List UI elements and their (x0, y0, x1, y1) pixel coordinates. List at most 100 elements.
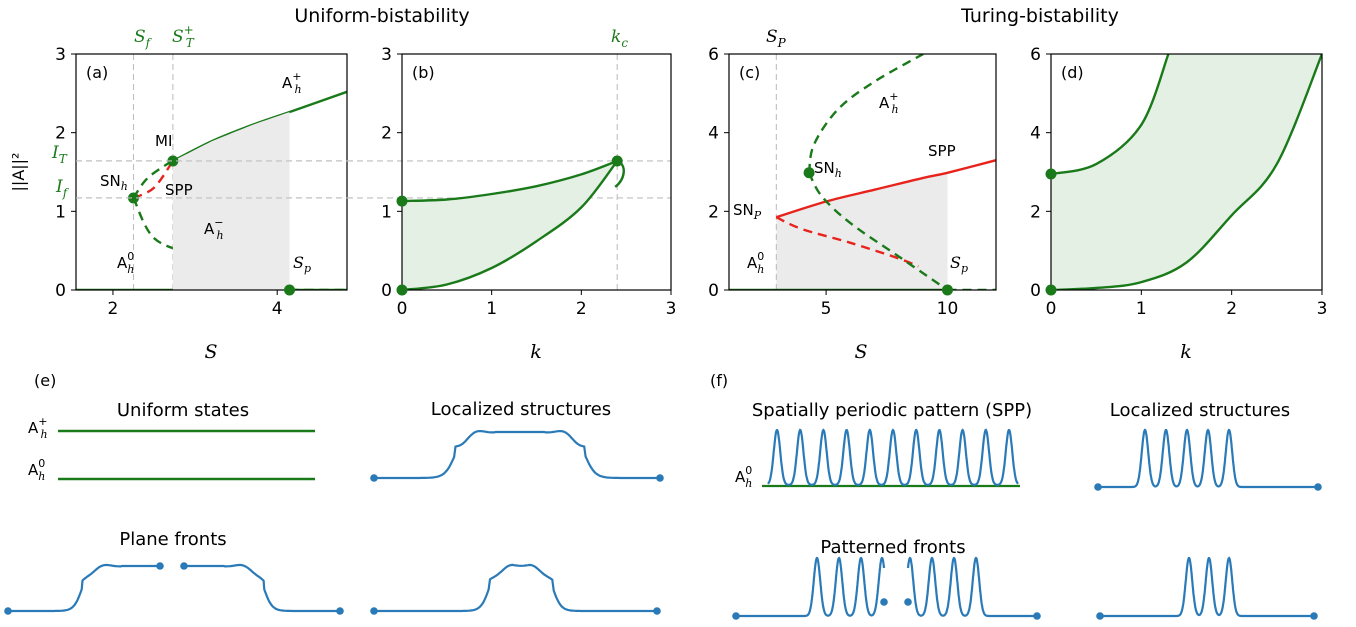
label-Sf: Sf (134, 27, 153, 50)
heading-patterned-fronts: Patterned fronts (820, 537, 965, 558)
xlabel-b: k (530, 341, 542, 363)
y-tick-label: 6 (708, 45, 719, 65)
panel-e: (e) Uniform states Localized structures … (4, 371, 664, 615)
y-tick-label: 0 (381, 281, 392, 301)
x-tick-label: 10 (937, 299, 959, 319)
curves-d (1051, 54, 1322, 290)
series-line-lower (1051, 54, 1322, 290)
y-tick-label: 4 (1030, 124, 1041, 144)
profile-end (4, 607, 12, 615)
y-tick-label: 0 (708, 281, 719, 301)
xlabel-a: S (204, 341, 217, 363)
panel-f: (f) Spatially periodic pattern (SPP) Loc… (710, 371, 1322, 620)
y-tick-label: 4 (708, 124, 719, 144)
ann-Ah0-c: A0 h (747, 250, 764, 276)
profile-end (880, 598, 888, 606)
profile-end (156, 562, 164, 570)
data-point (396, 284, 408, 296)
points-a (127, 155, 296, 296)
heading-uniform-states: Uniform states (117, 400, 249, 421)
series-line (808, 172, 949, 290)
series-line (775, 216, 919, 268)
panel-tag-a: (a) (86, 63, 108, 82)
ticks-c: 5 10 0 2 4 6 (708, 45, 958, 319)
ticks-d: 0 1 2 3 0 2 4 6 (1030, 45, 1327, 319)
ann-SPP-a: SPP (165, 181, 193, 199)
ticks-a: 2 4 0 1 2 3 (55, 45, 282, 319)
series-line (172, 90, 347, 163)
profile-localized-e2 (374, 563, 657, 613)
series-line-upper (402, 159, 618, 203)
label-ST: S+ T (172, 23, 195, 50)
y-tick-label: 3 (381, 45, 392, 65)
axes-frame-a (75, 53, 348, 291)
label-kc: kc (611, 27, 628, 50)
x-tick-label: 3 (1317, 299, 1328, 319)
data-point (127, 192, 139, 204)
data-point (284, 284, 296, 296)
data-point (396, 195, 408, 207)
panel-tag-e: (e) (34, 371, 56, 390)
y-tick-label: 2 (55, 124, 66, 144)
data-point (167, 155, 179, 167)
y-tick-label: 3 (55, 45, 66, 65)
x-tick-label: 3 (666, 299, 677, 319)
y-tick-label: 1 (55, 202, 66, 222)
ann-Ah-minus: A− h (204, 216, 224, 242)
panel-tag-b: (b) (412, 63, 435, 82)
x-tick-label: 1 (1136, 299, 1147, 319)
y-tick-label: 2 (708, 202, 719, 222)
x-tick-label: 1 (486, 299, 497, 319)
ann-Sp-c: Sp (950, 253, 968, 275)
panel-d: 0 1 2 3 0 2 4 6 (d) k (1030, 45, 1327, 363)
ann-SNh-c: SNh (814, 159, 842, 180)
profile-end (1094, 483, 1102, 491)
heading-plane-fronts: Plane fronts (119, 529, 226, 550)
xlabel-c: S (854, 341, 867, 363)
x-tick-label: 2 (108, 299, 119, 319)
label-Ah0-e: A0 h (28, 457, 45, 483)
profile-localized-f1 (1098, 428, 1318, 489)
y-tick-label: 0 (55, 281, 66, 301)
ann-MI: MI (155, 132, 172, 150)
profile-end (656, 474, 664, 482)
ann-Ah0-a: A0 h (117, 250, 134, 276)
axes-frame-c (728, 53, 997, 291)
points-c (803, 167, 953, 296)
profile-end (1310, 612, 1318, 620)
label-If: If (55, 177, 70, 200)
shaded-region-a (172, 112, 290, 290)
title-turing: Turing-bistability (960, 5, 1119, 27)
profile-end (1314, 483, 1322, 491)
panel-c: 5 10 0 2 4 6 (c) S SP A+ h SNh SPP SNP A0 h Sp (708, 27, 997, 363)
points-d (1045, 168, 1057, 296)
points-b (396, 155, 623, 296)
profile-pfront-left (736, 556, 886, 618)
region-fill-d (1051, 54, 1322, 290)
label-SP: SP (766, 27, 787, 50)
ann-SNh-a: SNh (100, 172, 128, 193)
profile-end (1096, 612, 1104, 620)
y-tick-label: 1 (381, 202, 392, 222)
heading-localized-f: Localized structures (1110, 400, 1290, 421)
profile-end (904, 598, 912, 606)
data-point (1045, 284, 1057, 296)
data-point (803, 167, 815, 179)
heading-spp: Spatially periodic pattern (SPP) (752, 400, 1032, 421)
panel-tag-c: (c) (739, 63, 760, 82)
data-point (611, 155, 623, 167)
profile-spp (767, 428, 1019, 486)
y-tick-label: 2 (1030, 202, 1041, 222)
panel-tag-f: (f) (710, 371, 728, 390)
x-tick-label: 0 (1046, 299, 1057, 319)
profile-end (370, 474, 378, 482)
ticks-b: 0 1 2 3 0 1 2 3 (381, 45, 676, 319)
y-tick-label: 0 (1030, 281, 1041, 301)
profile-end (1033, 612, 1041, 620)
title-uniform: Uniform-bistability (294, 5, 469, 27)
series-line-lower (402, 160, 619, 290)
profiles-e (4, 430, 664, 615)
series-line (775, 159, 996, 219)
panel-b: 0 1 2 3 0 1 2 3 (b) k kc (381, 27, 676, 363)
